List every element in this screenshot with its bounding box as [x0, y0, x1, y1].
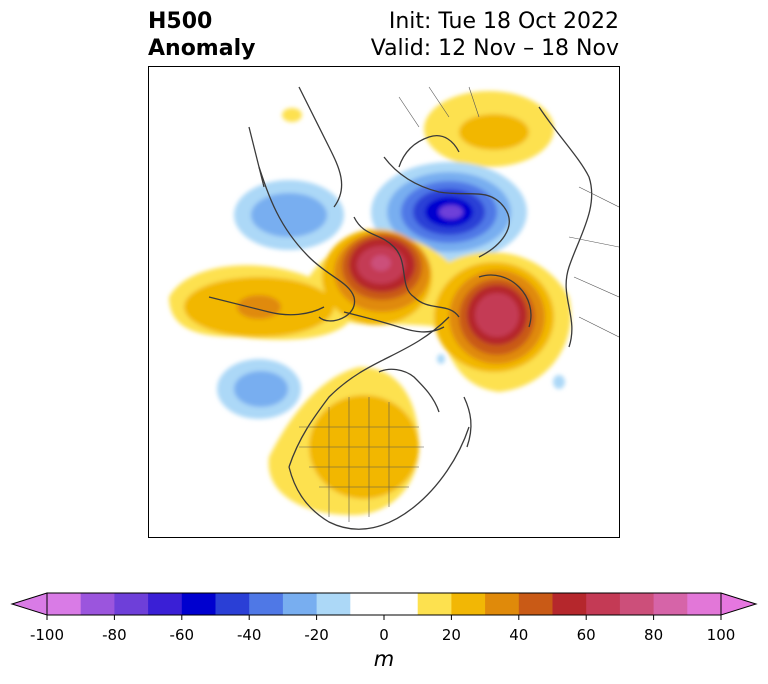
colorbar-swatch: [586, 593, 621, 615]
map-svg: [169, 86, 619, 530]
colorbar-tick-label: -80: [102, 626, 127, 644]
colorbar-swatch: [114, 593, 149, 615]
colorbar-swatch: [215, 593, 250, 615]
colorbar-unit: m: [373, 647, 395, 671]
colorbar-tick-label: 20: [441, 626, 461, 644]
title-line-2: Anomaly: [148, 36, 256, 61]
colorbar-swatch: [148, 593, 183, 615]
colorbar-tick-label: 60: [576, 626, 596, 644]
colorbar-swatch: [687, 593, 722, 615]
colorbar-tick-label: 80: [644, 626, 664, 644]
colorbar-extend-low: [10, 592, 48, 616]
borders: [299, 86, 619, 522]
colorbar-tick-label: 40: [509, 626, 529, 644]
colorbar-tick-label: -20: [304, 626, 329, 644]
run-info: Init: Tue 18 Oct 2022 Valid: 12 Nov – 18…: [371, 8, 619, 62]
colorbar-swatch: [181, 593, 216, 615]
anomaly-contours: [169, 91, 571, 516]
title-line-1: H500: [148, 9, 213, 34]
colorbar-tick-label: 100: [706, 626, 736, 644]
colorbar-swatch: [451, 593, 486, 615]
colorbar-swatch: [316, 593, 351, 615]
colorbar-tick-label: 0: [379, 626, 389, 644]
colorbar-extend-high: [720, 592, 758, 616]
colorbar-swatch: [485, 593, 520, 615]
colorbar-swatch: [653, 593, 688, 615]
colorbar-swatch: [350, 593, 419, 615]
init-date: Init: Tue 18 Oct 2022: [388, 9, 619, 34]
colorbar-swatch: [552, 593, 587, 615]
colorbar-swatch: [47, 593, 82, 615]
colorbar-swatch: [619, 593, 655, 615]
colorbar-svg: [10, 592, 758, 620]
colorbar-tick-label: -60: [169, 626, 195, 644]
colorbar-swatch: [518, 593, 553, 615]
colorbar-swatch: [80, 593, 115, 615]
valid-range: Valid: 12 Nov – 18 Nov: [370, 36, 619, 61]
coastlines: [208, 86, 593, 530]
colorbar-swatch: [282, 593, 318, 615]
colorbar-tick-label: -100: [29, 626, 65, 644]
colorbar: [0, 585, 768, 675]
colorbar-swatch: [249, 593, 284, 615]
colorbar-swatch: [417, 593, 452, 615]
chart-title: H500 Anomaly: [148, 8, 255, 62]
anomaly-map: [148, 66, 620, 538]
colorbar-tick-label: -40: [236, 626, 262, 644]
